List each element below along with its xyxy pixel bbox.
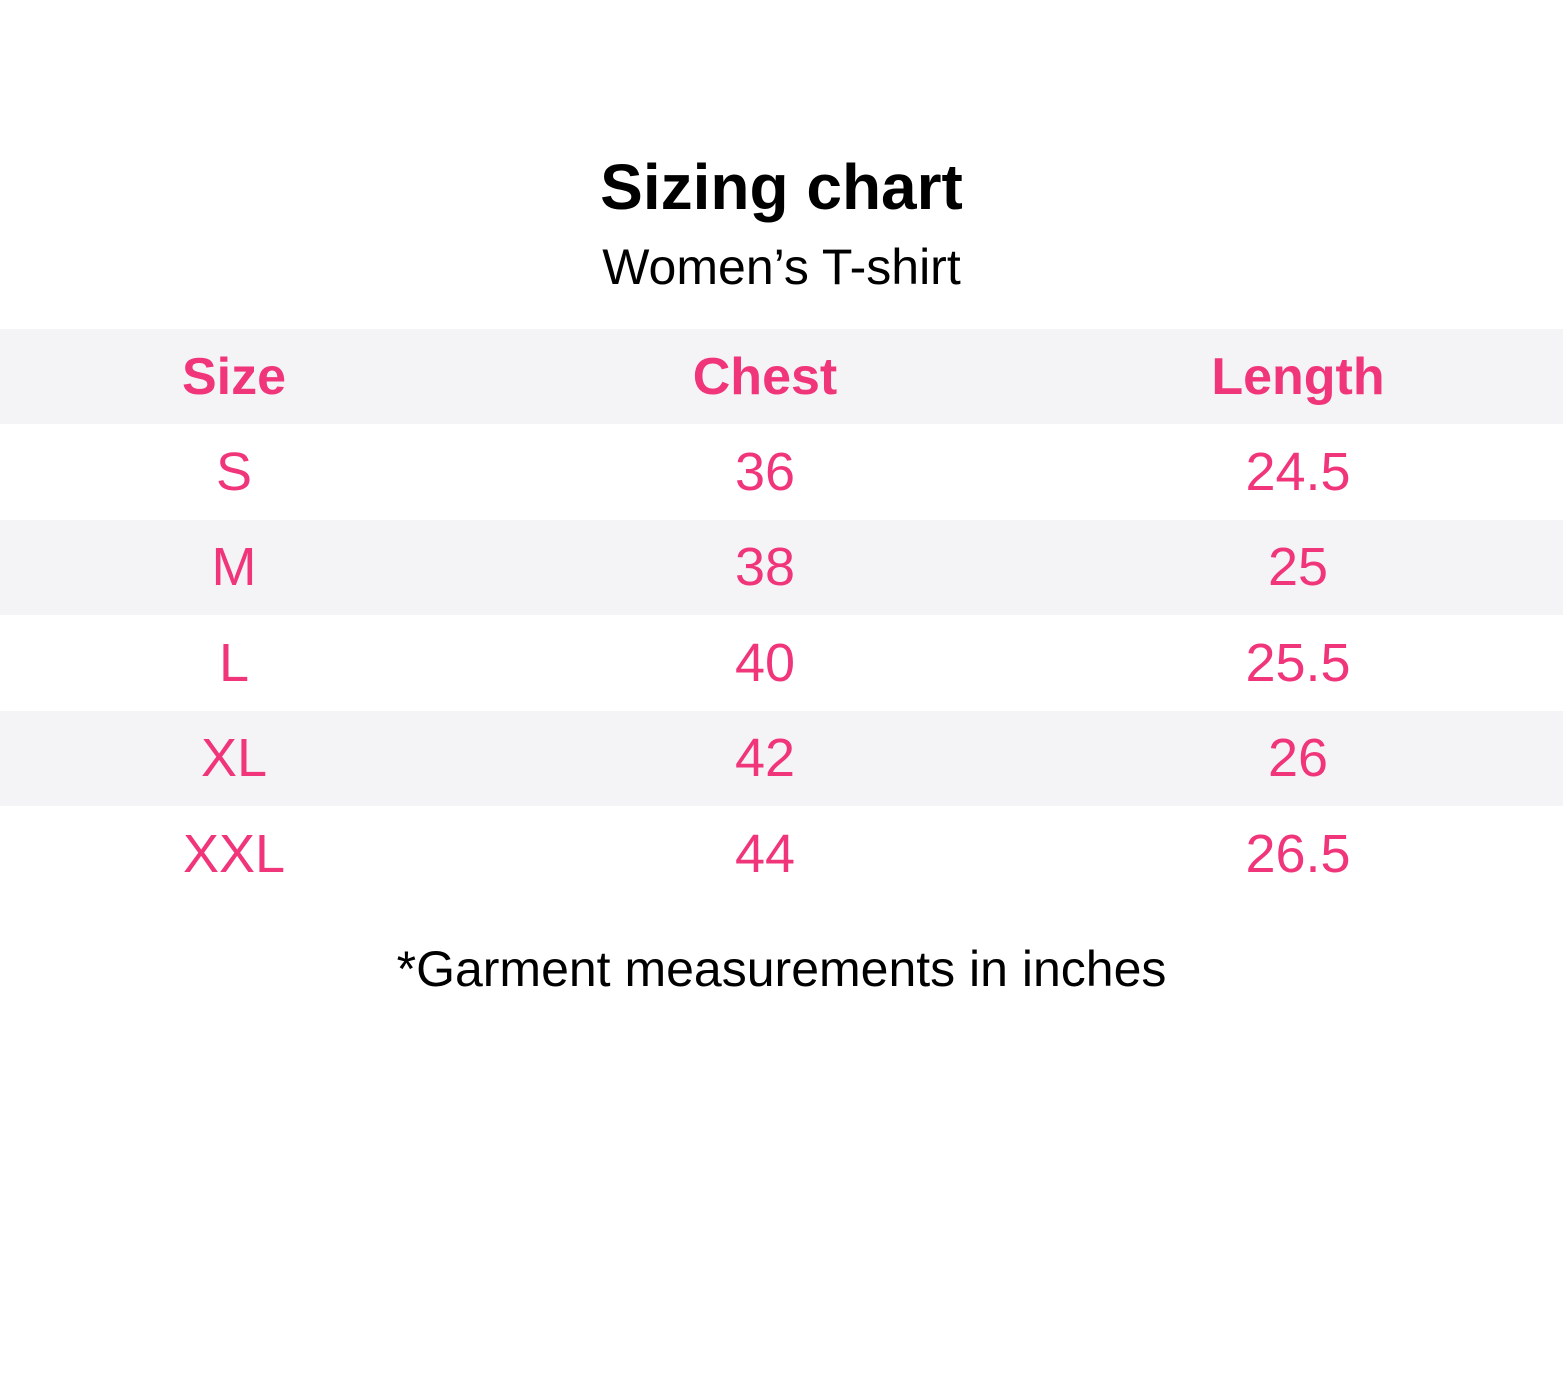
- footnote: *Garment measurements in inches: [396, 941, 1167, 997]
- sizing-table: Size Chest Length S 36 24.5 M 38 25 L 40…: [0, 329, 1563, 901]
- page-subtitle: Women’s T-shirt: [602, 239, 961, 295]
- cell-length: 24.5: [1245, 442, 1351, 503]
- table-row: L 40 25.5: [0, 615, 1563, 710]
- cell-chest: 40: [734, 632, 796, 693]
- cell-chest: 42: [734, 728, 796, 789]
- cell-length: 25.5: [1245, 632, 1351, 693]
- table-row: S 36 24.5: [0, 424, 1563, 519]
- cell-chest: 44: [734, 823, 796, 884]
- cell-chest: 38: [734, 537, 796, 598]
- table-row: XL 42 26: [0, 710, 1563, 806]
- cell-length: 26.5: [1245, 823, 1351, 884]
- page-title: Sizing chart: [600, 151, 963, 223]
- cell-size: L: [218, 632, 250, 693]
- table-header-row: Size Chest Length: [0, 329, 1563, 425]
- header-chest: Chest: [692, 347, 838, 406]
- cell-size: XXL: [182, 823, 286, 884]
- cell-size: XL: [200, 728, 268, 789]
- header-size: Size: [181, 347, 287, 406]
- cell-size: S: [215, 442, 253, 503]
- table-row: M 38 25: [0, 519, 1563, 616]
- cell-size: M: [211, 537, 257, 598]
- cell-chest: 36: [734, 442, 796, 503]
- table-row: XXL 44 26.5: [0, 806, 1563, 901]
- header-length: Length: [1211, 347, 1385, 406]
- cell-length: 25: [1267, 537, 1329, 598]
- cell-length: 26: [1267, 728, 1329, 789]
